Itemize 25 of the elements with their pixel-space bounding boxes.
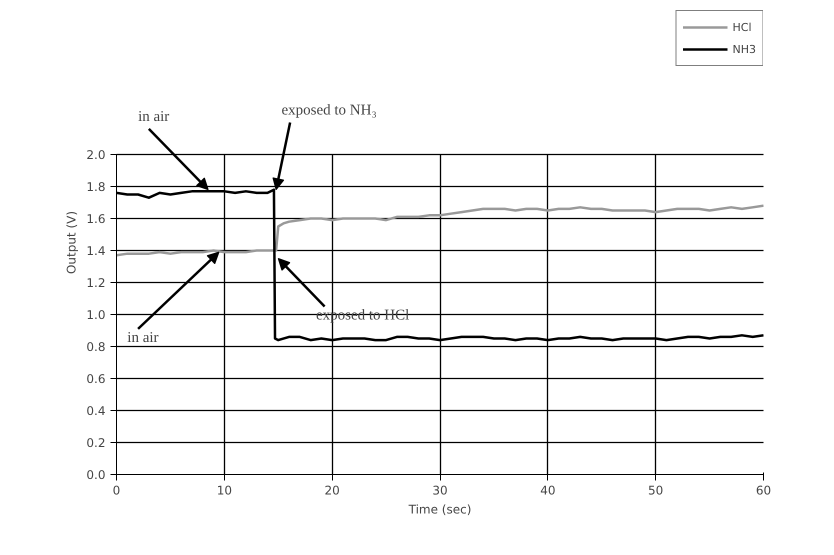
y-tick-label: 2.0	[86, 148, 106, 162]
y-axis-title: Output (V)	[64, 210, 78, 274]
x-tick-label: 40	[540, 484, 556, 498]
y-tick-label: 0.6	[86, 372, 106, 386]
y-tick-label: 0.0	[86, 468, 106, 482]
y-tick-label: 1.2	[86, 276, 106, 290]
x-tick-label: 50	[648, 484, 664, 498]
x-tick-label: 10	[216, 484, 232, 498]
annotation: in air	[127, 330, 159, 346]
x-tick-label: 60	[756, 484, 772, 498]
x-tick-label: 0	[112, 484, 120, 498]
y-tick-label: 0.2	[86, 436, 106, 450]
x-axis-title: Time (sec)	[408, 502, 472, 516]
x-tick-label: 30	[432, 484, 448, 498]
y-tick-label: 0.8	[86, 340, 106, 354]
y-tick-label: 1.6	[86, 212, 106, 226]
y-tick-label: 1.8	[86, 180, 106, 194]
y-tick-label: 1.0	[86, 308, 106, 322]
legend-label: NH3	[732, 42, 756, 56]
y-tick-label: 1.4	[86, 244, 106, 258]
legend-label: HCl	[732, 20, 752, 34]
y-tick-label: 0.4	[86, 404, 106, 418]
x-tick-label: 20	[324, 484, 340, 498]
annotation: exposed to NH₃	[281, 102, 377, 118]
annotation: in air	[138, 108, 170, 125]
